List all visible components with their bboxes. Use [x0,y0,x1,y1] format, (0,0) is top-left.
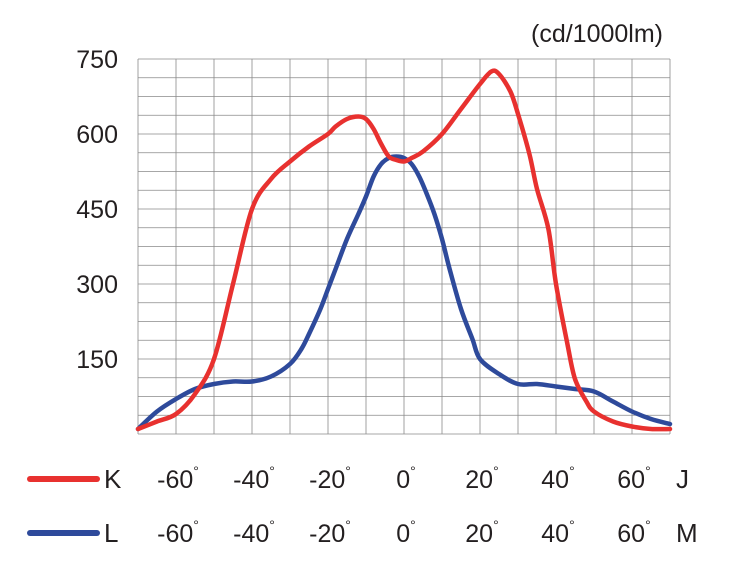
x-tick-label: 20° [465,463,498,494]
x-tick-label: -60° [157,463,199,494]
axis-end-label: M [676,518,698,548]
y-tick-labels: 150 300 450 600 750 [76,46,118,374]
y-tick-label: 150 [76,346,118,374]
legend: K -60° -40° -20° 0° 20° 40° 60° J L -60° -40° -20° 0°… [27,463,698,548]
x-tick-label: -20° [309,517,351,548]
series-lines [135,68,673,432]
legend-series-name: K [104,464,122,494]
x-tick-label: 0° [396,517,416,548]
y-tick-label: 450 [76,196,118,224]
series-line-K [135,68,673,432]
x-tick-label: -40° [233,463,275,494]
y-tick-label: 750 [76,46,118,74]
series-line-L [135,154,673,432]
axis-end-label: J [676,464,689,494]
y-tick-label: 300 [76,271,118,299]
x-tick-label: -20° [309,463,351,494]
x-tick-label: -40° [233,517,275,548]
x-tick-label: 20° [465,517,498,548]
y-tick-label: 600 [76,121,118,149]
grid [137,58,671,435]
x-tick-label: 40° [541,517,574,548]
x-tick-label: 40° [541,463,574,494]
legend-series-name: L [104,518,118,548]
x-tick-label: 0° [396,463,416,494]
x-tick-label: 60° [617,517,650,548]
x-tick-label: -60° [157,517,199,548]
x-tick-label: 60° [617,463,650,494]
unit-label: (cd/1000lm) [531,20,663,48]
